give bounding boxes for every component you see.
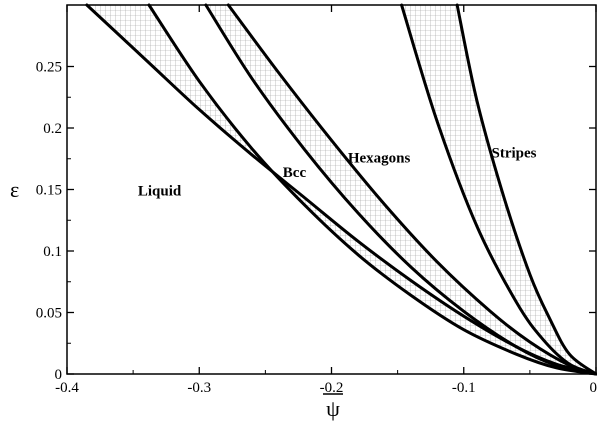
coexistence-bands — [86, 5, 597, 374]
x-tick-label: -0.2 — [320, 380, 344, 396]
boundary-curve-6 — [455, 3, 597, 376]
region-label-bcc: Bcc — [283, 165, 307, 181]
coexistence-band-3 — [401, 5, 596, 374]
y-axis-label: ε — [10, 177, 19, 202]
region-label-liquid: Liquid — [138, 184, 182, 200]
y-tick-label: 0.15 — [36, 183, 62, 199]
x-tick-label: -0.4 — [55, 380, 79, 396]
boundary-curve-4 — [226, 3, 597, 376]
boundary-curve-2 — [147, 3, 597, 376]
coexistence-band-2 — [205, 5, 597, 374]
y-tick-label: 0 — [55, 367, 63, 383]
boundary-curve-3 — [204, 3, 597, 376]
region-label-stripes: Stripes — [492, 146, 537, 162]
axis-ticks: -0.4 -0.3 -0.2 -0.1 0 0 0.05 0.1 0.15 0.2 0.25 — [36, 5, 597, 396]
phase-boundaries — [85, 3, 597, 376]
x-axis-label: ψ — [326, 396, 340, 421]
x-tick-label: -0.1 — [452, 380, 476, 396]
y-tick-label: 0.25 — [36, 60, 62, 76]
x-tick-label: -0.3 — [187, 380, 211, 396]
boundary-curve-5 — [400, 3, 597, 376]
region-label-hexagons: Hexagons — [348, 150, 411, 166]
y-tick-label: 0.1 — [43, 244, 62, 260]
y-tick-label: 0.2 — [43, 121, 62, 137]
x-tick-label: 0 — [590, 380, 597, 396]
region-labels: Liquid Bcc Hexagons Stripes — [138, 146, 537, 200]
coexistence-band-1 — [86, 5, 596, 374]
y-tick-label: 0.05 — [36, 306, 62, 322]
